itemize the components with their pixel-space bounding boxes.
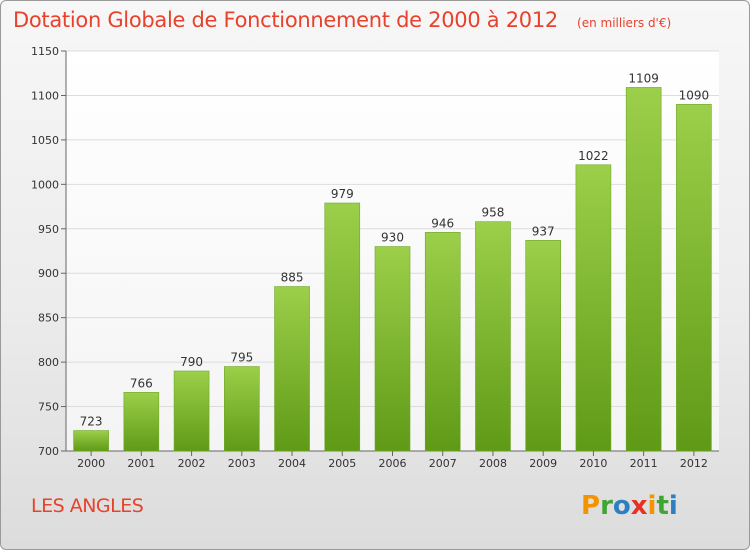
bar [73,430,109,452]
bar-value-label: 1090 [679,88,710,102]
y-tick-label: 750 [38,401,59,414]
y-tick-label: 1050 [31,134,59,147]
x-tick-label: 2011 [630,457,658,470]
bar-value-label: 1022 [578,149,609,163]
x-tick-label: 2004 [278,457,306,470]
logo-letter: r [600,491,613,521]
bar-value-label: 885 [281,271,304,285]
x-tick-label: 2005 [328,457,356,470]
bar-value-label: 937 [532,224,555,238]
x-tick-label: 2007 [429,457,457,470]
chart-title: Dotation Globale de Fonctionnement de 20… [13,8,558,32]
bar [173,370,210,452]
proxiti-logo: Proxiti [581,491,678,521]
bar [324,202,361,452]
y-tick-label: 1100 [31,89,59,102]
logo-letter: t [656,491,669,521]
y-tick-label: 800 [38,356,59,369]
bar-value-label: 723 [80,415,103,429]
bar-value-label: 1109 [628,71,659,85]
bar-value-label: 979 [331,187,354,201]
bar-value-label: 958 [482,206,505,220]
bar [475,221,511,452]
commune-name: LES ANGLES [31,495,144,517]
bar [525,240,561,452]
x-tick-label: 2003 [228,457,256,470]
x-tick-label: 2008 [479,457,507,470]
unit-note: (en milliers d'€) [577,16,672,30]
x-tick-label: 2002 [178,457,206,470]
bar-value-label: 930 [381,231,404,245]
bar [374,246,411,452]
x-tick-label: 2009 [529,457,557,470]
logo-letter: x [630,491,648,521]
y-tick-label: 1000 [31,178,59,191]
y-tick-label: 950 [38,223,59,236]
bar [625,87,662,452]
bar-value-label: 766 [130,376,153,390]
bar [274,286,310,452]
y-tick-label: 700 [38,445,59,458]
bar [575,164,612,452]
logo-letter: o [612,491,631,521]
bar [424,232,461,452]
x-tick-label: 2006 [379,457,407,470]
bar [123,392,160,452]
logo-letter: i [668,491,678,521]
bar [224,366,260,452]
y-tick-label: 900 [38,267,59,280]
bar [676,104,712,452]
logo-letter: i [647,491,657,521]
logo-letter: P [581,491,601,521]
x-tick-label: 2001 [127,457,155,470]
x-tick-label: 2010 [579,457,607,470]
x-tick-label: 2000 [77,457,105,470]
bar-value-label: 795 [230,351,253,365]
title-row: Dotation Globale de Fonctionnement de 20… [13,8,671,32]
x-tick-label: 2012 [680,457,708,470]
bar-value-label: 946 [431,216,454,230]
y-tick-label: 1150 [31,45,59,58]
y-tick-label: 850 [38,312,59,325]
bar-value-label: 790 [180,355,203,369]
